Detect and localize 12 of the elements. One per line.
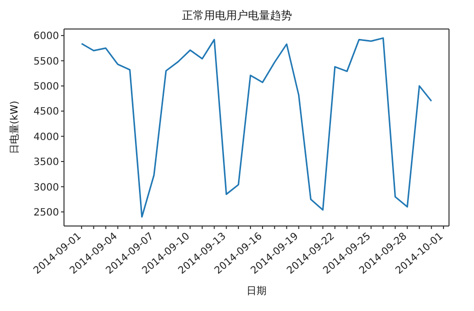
x-axis-title: 日期 [246,285,266,297]
y-tick-label: 2500 [34,207,59,218]
y-tick-label: 4000 [34,132,59,143]
chart-title: 正常用电用户电量趋势 [181,8,293,24]
y-tick-label: 3000 [34,182,59,194]
y-tick-label: 4500 [34,106,59,118]
y-axis-title: 日电量(kW) [8,100,21,154]
line-series [80,37,432,218]
y-tick-label: 6000 [34,31,59,42]
y-tick-label: 3500 [34,157,59,168]
y-tick-label: 5500 [34,56,59,68]
y-tick-label: 5000 [34,81,59,92]
